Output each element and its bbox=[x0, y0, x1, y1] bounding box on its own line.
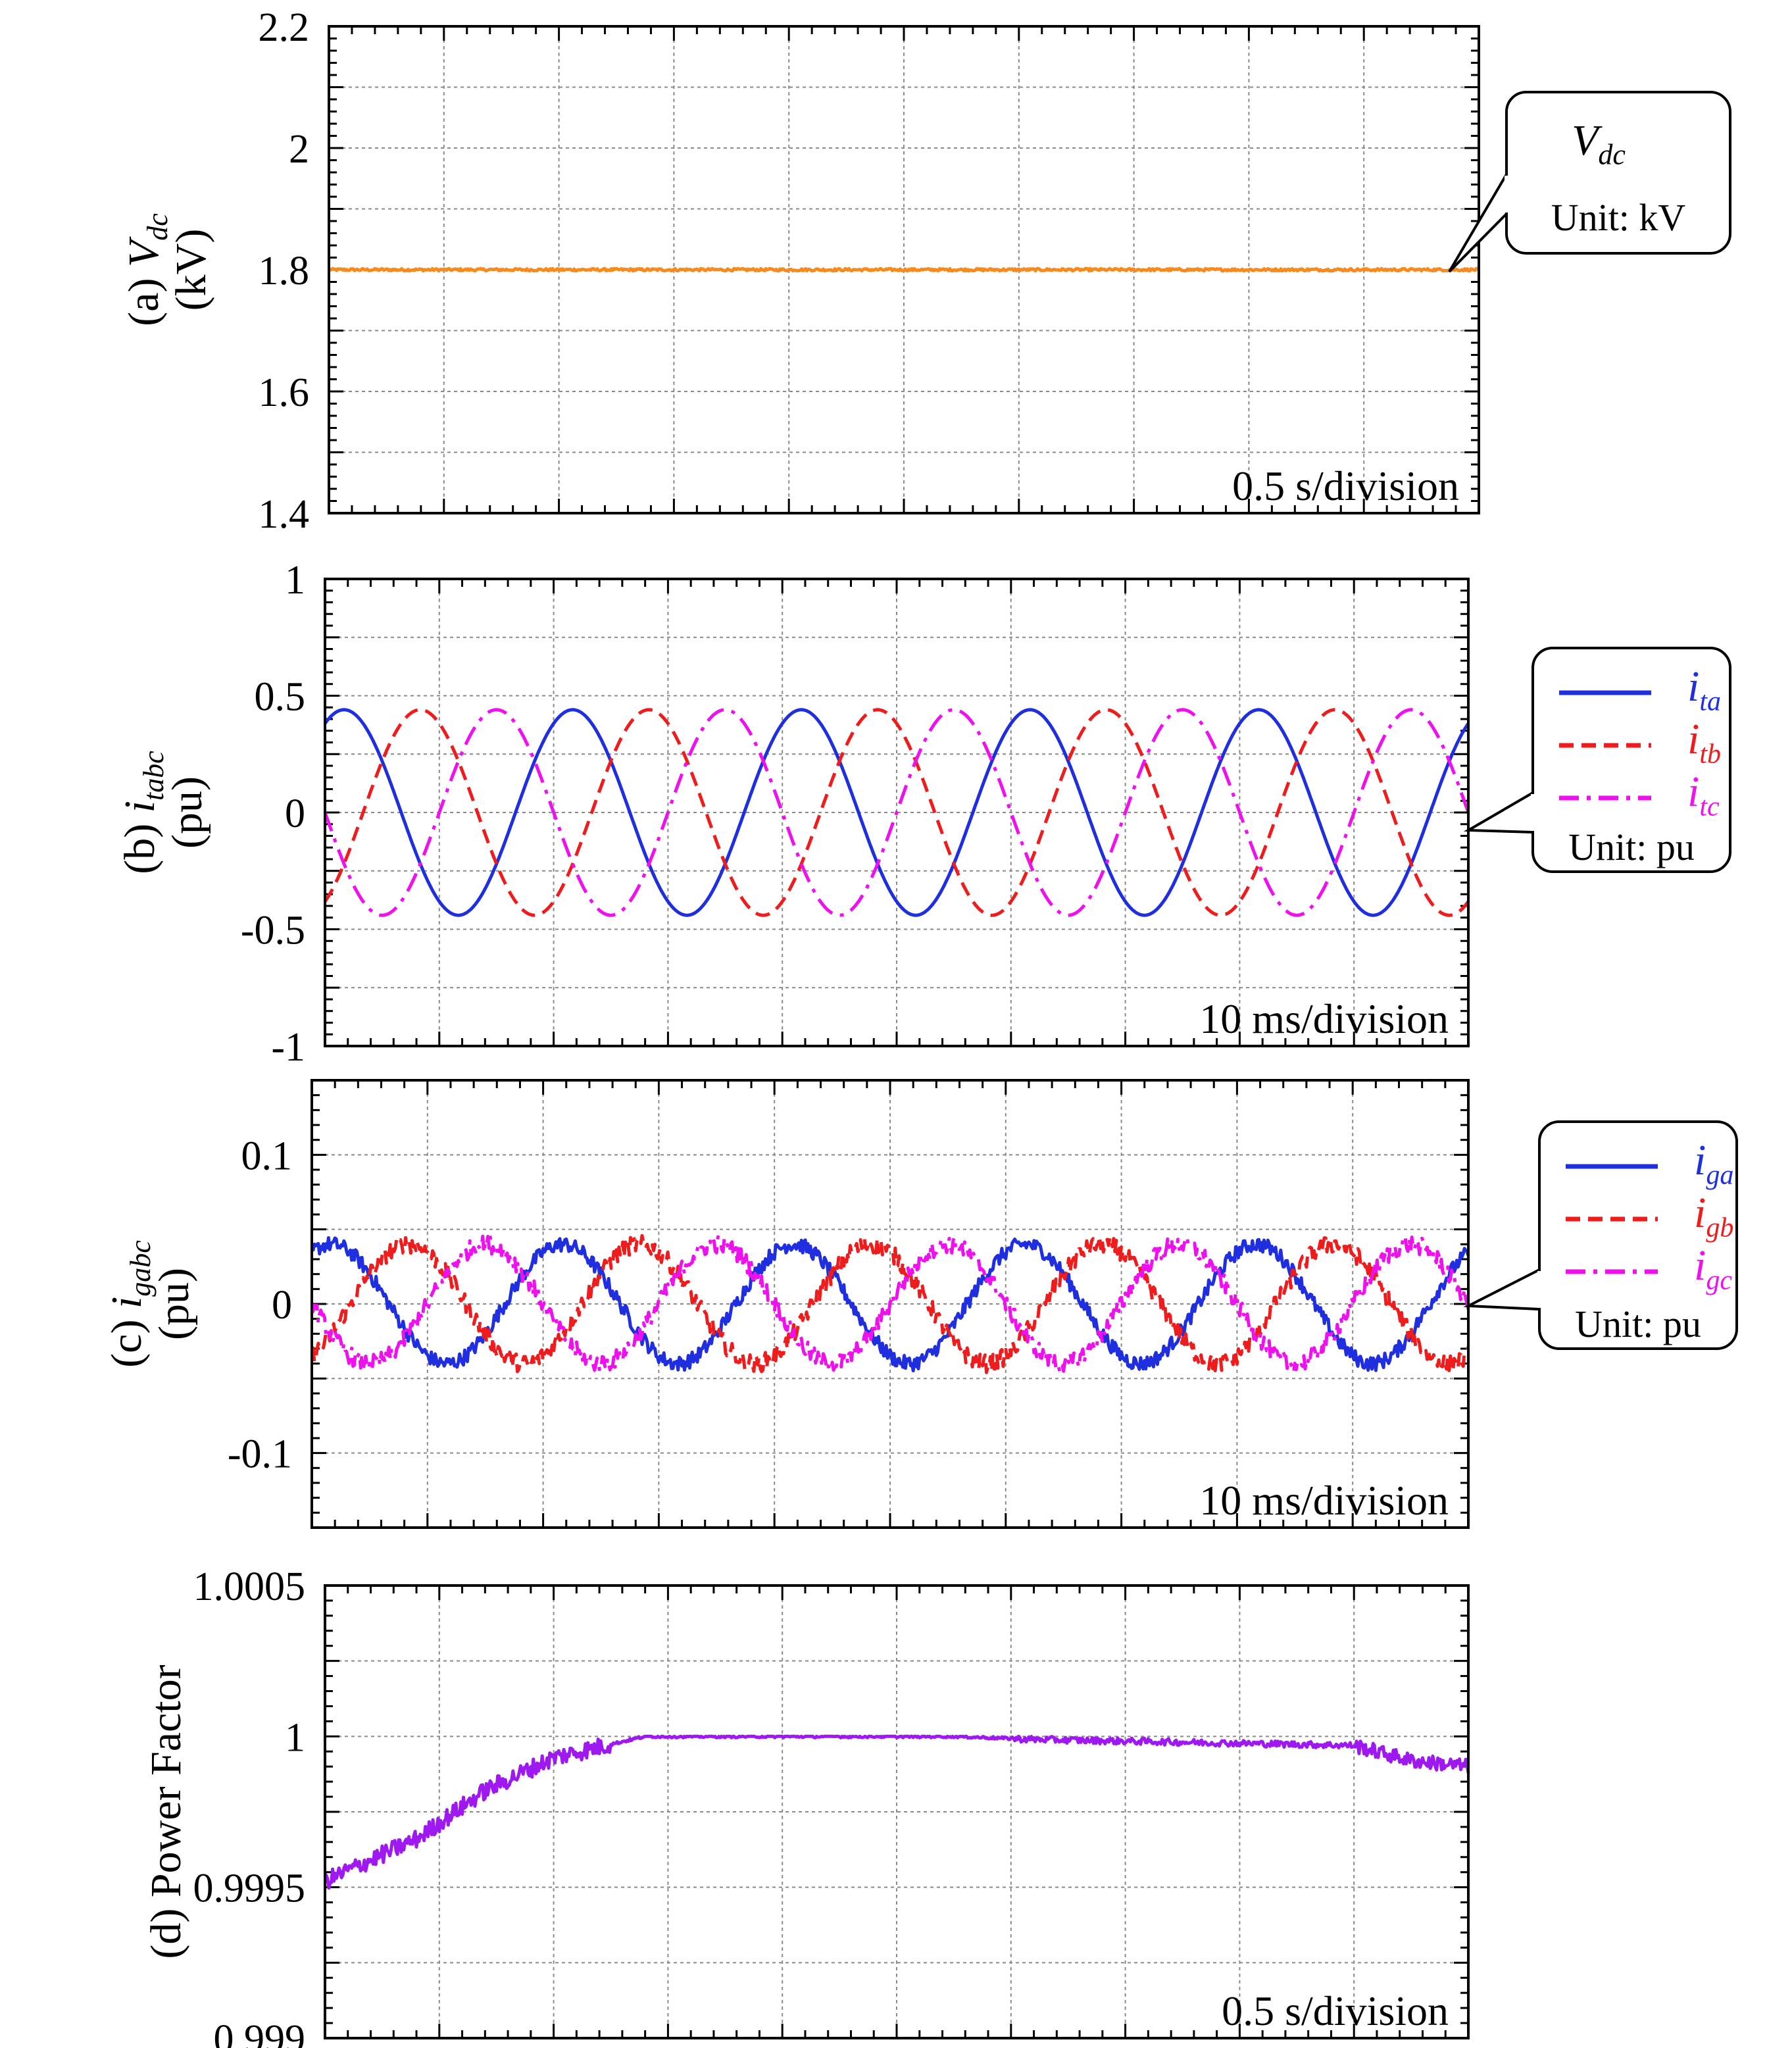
y-tick-label: 1.8 bbox=[259, 249, 310, 293]
series-i_gc bbox=[310, 1234, 1470, 1374]
plot-frame bbox=[328, 25, 1480, 514]
svg-text:(c) igabc: (c) igabc bbox=[103, 1240, 157, 1368]
y-axis-label: (b) itabc(pu) bbox=[116, 751, 211, 874]
series-i_tb bbox=[323, 708, 1470, 917]
y-tick-label: -0.5 bbox=[241, 909, 305, 953]
y-tick-label: 1.4 bbox=[259, 492, 310, 537]
y-tick-label: 1 bbox=[285, 1715, 305, 1760]
legend-label-gb: igb bbox=[1694, 1189, 1733, 1243]
svg-text:(pu): (pu) bbox=[163, 776, 211, 849]
y-tick-label: 2 bbox=[289, 127, 309, 172]
panel-c: 0.10-0.1(c) igabc(pu)10 ms/divisionigaig… bbox=[103, 1079, 1738, 1529]
y-tick-label: 0.9995 bbox=[193, 1866, 306, 1911]
panel-d: 1.0005 1 0.9995 0.999 (d) Power Factor 0.5 s/… bbox=[142, 1564, 1470, 2048]
series-i_tc bbox=[323, 708, 1470, 917]
time-division-label: 10 ms/division bbox=[1199, 1477, 1449, 1524]
series-i_ga bbox=[310, 1236, 1470, 1372]
y-tick-label: 0 bbox=[272, 1283, 292, 1328]
y-tick-label: 0.5 bbox=[255, 675, 306, 720]
callout-unit-label: Unit: pu bbox=[1568, 826, 1695, 868]
callout-unit-label: Unit: pu bbox=[1575, 1303, 1701, 1345]
y-tick-label: -0.1 bbox=[228, 1432, 292, 1477]
series-V_dc bbox=[328, 266, 1480, 273]
plot-frame bbox=[324, 578, 1470, 1047]
svg-text:(a) Vdc: (a) Vdc bbox=[120, 213, 174, 326]
y-tick-label: 1 bbox=[285, 558, 305, 603]
panel-b: 1 0.5 0 -0.5 -1 (b) itabc(pu) 10 ms/division it… bbox=[116, 558, 1731, 1070]
y-tick-label: 0.999 bbox=[214, 2017, 306, 2048]
y-tick-label: 2.2 bbox=[259, 5, 310, 50]
time-division-label: 0.5 s/division bbox=[1232, 462, 1459, 509]
svg-text:(d) Power Factor: (d) Power Factor bbox=[142, 1664, 190, 1959]
series-i_gb bbox=[311, 1234, 1470, 1374]
callout-a: Vdc Unit: kV bbox=[1448, 91, 1731, 273]
series-PF bbox=[324, 1734, 1470, 1890]
y-axis-label: (a) Vdc(kV) bbox=[120, 213, 215, 326]
y-tick-label: -1 bbox=[271, 1025, 305, 1070]
y-axis-label: (c) igabc(pu) bbox=[103, 1240, 198, 1368]
plot-frame bbox=[324, 1584, 1470, 2039]
svg-text:(kV): (kV) bbox=[167, 229, 215, 311]
panel-a: 2.2 2 1.8 1.6 1.4 (a) Vdc(kV) 0.5 s/division Vd… bbox=[120, 5, 1731, 537]
legend-label-tb: itb bbox=[1687, 715, 1721, 770]
y-tick-label: 1.0005 bbox=[193, 1564, 306, 1609]
y-tick-label: 0.1 bbox=[241, 1134, 293, 1178]
legend-label-tc: itc bbox=[1687, 768, 1720, 822]
series-i_ta bbox=[323, 708, 1470, 917]
legend-label-gc: igc bbox=[1694, 1241, 1732, 1296]
callout-variable: Vdc bbox=[1572, 116, 1626, 171]
y-tick-label: 0 bbox=[285, 791, 305, 836]
svg-text:(pu): (pu) bbox=[150, 1268, 198, 1340]
y-tick-label: 1.6 bbox=[259, 370, 310, 415]
callout-unit-label: Unit: kV bbox=[1551, 196, 1686, 239]
legend-label-ga: iga bbox=[1694, 1136, 1733, 1191]
legend-label-ta: ita bbox=[1687, 662, 1721, 717]
plot-frame bbox=[311, 1079, 1470, 1529]
y-axis-label: (d) Power Factor bbox=[142, 1664, 190, 1959]
time-division-label: 10 ms/division bbox=[1199, 995, 1449, 1042]
time-division-label: 0.5 s/division bbox=[1222, 1987, 1449, 2034]
svg-text:(b) itabc: (b) itabc bbox=[116, 751, 170, 874]
